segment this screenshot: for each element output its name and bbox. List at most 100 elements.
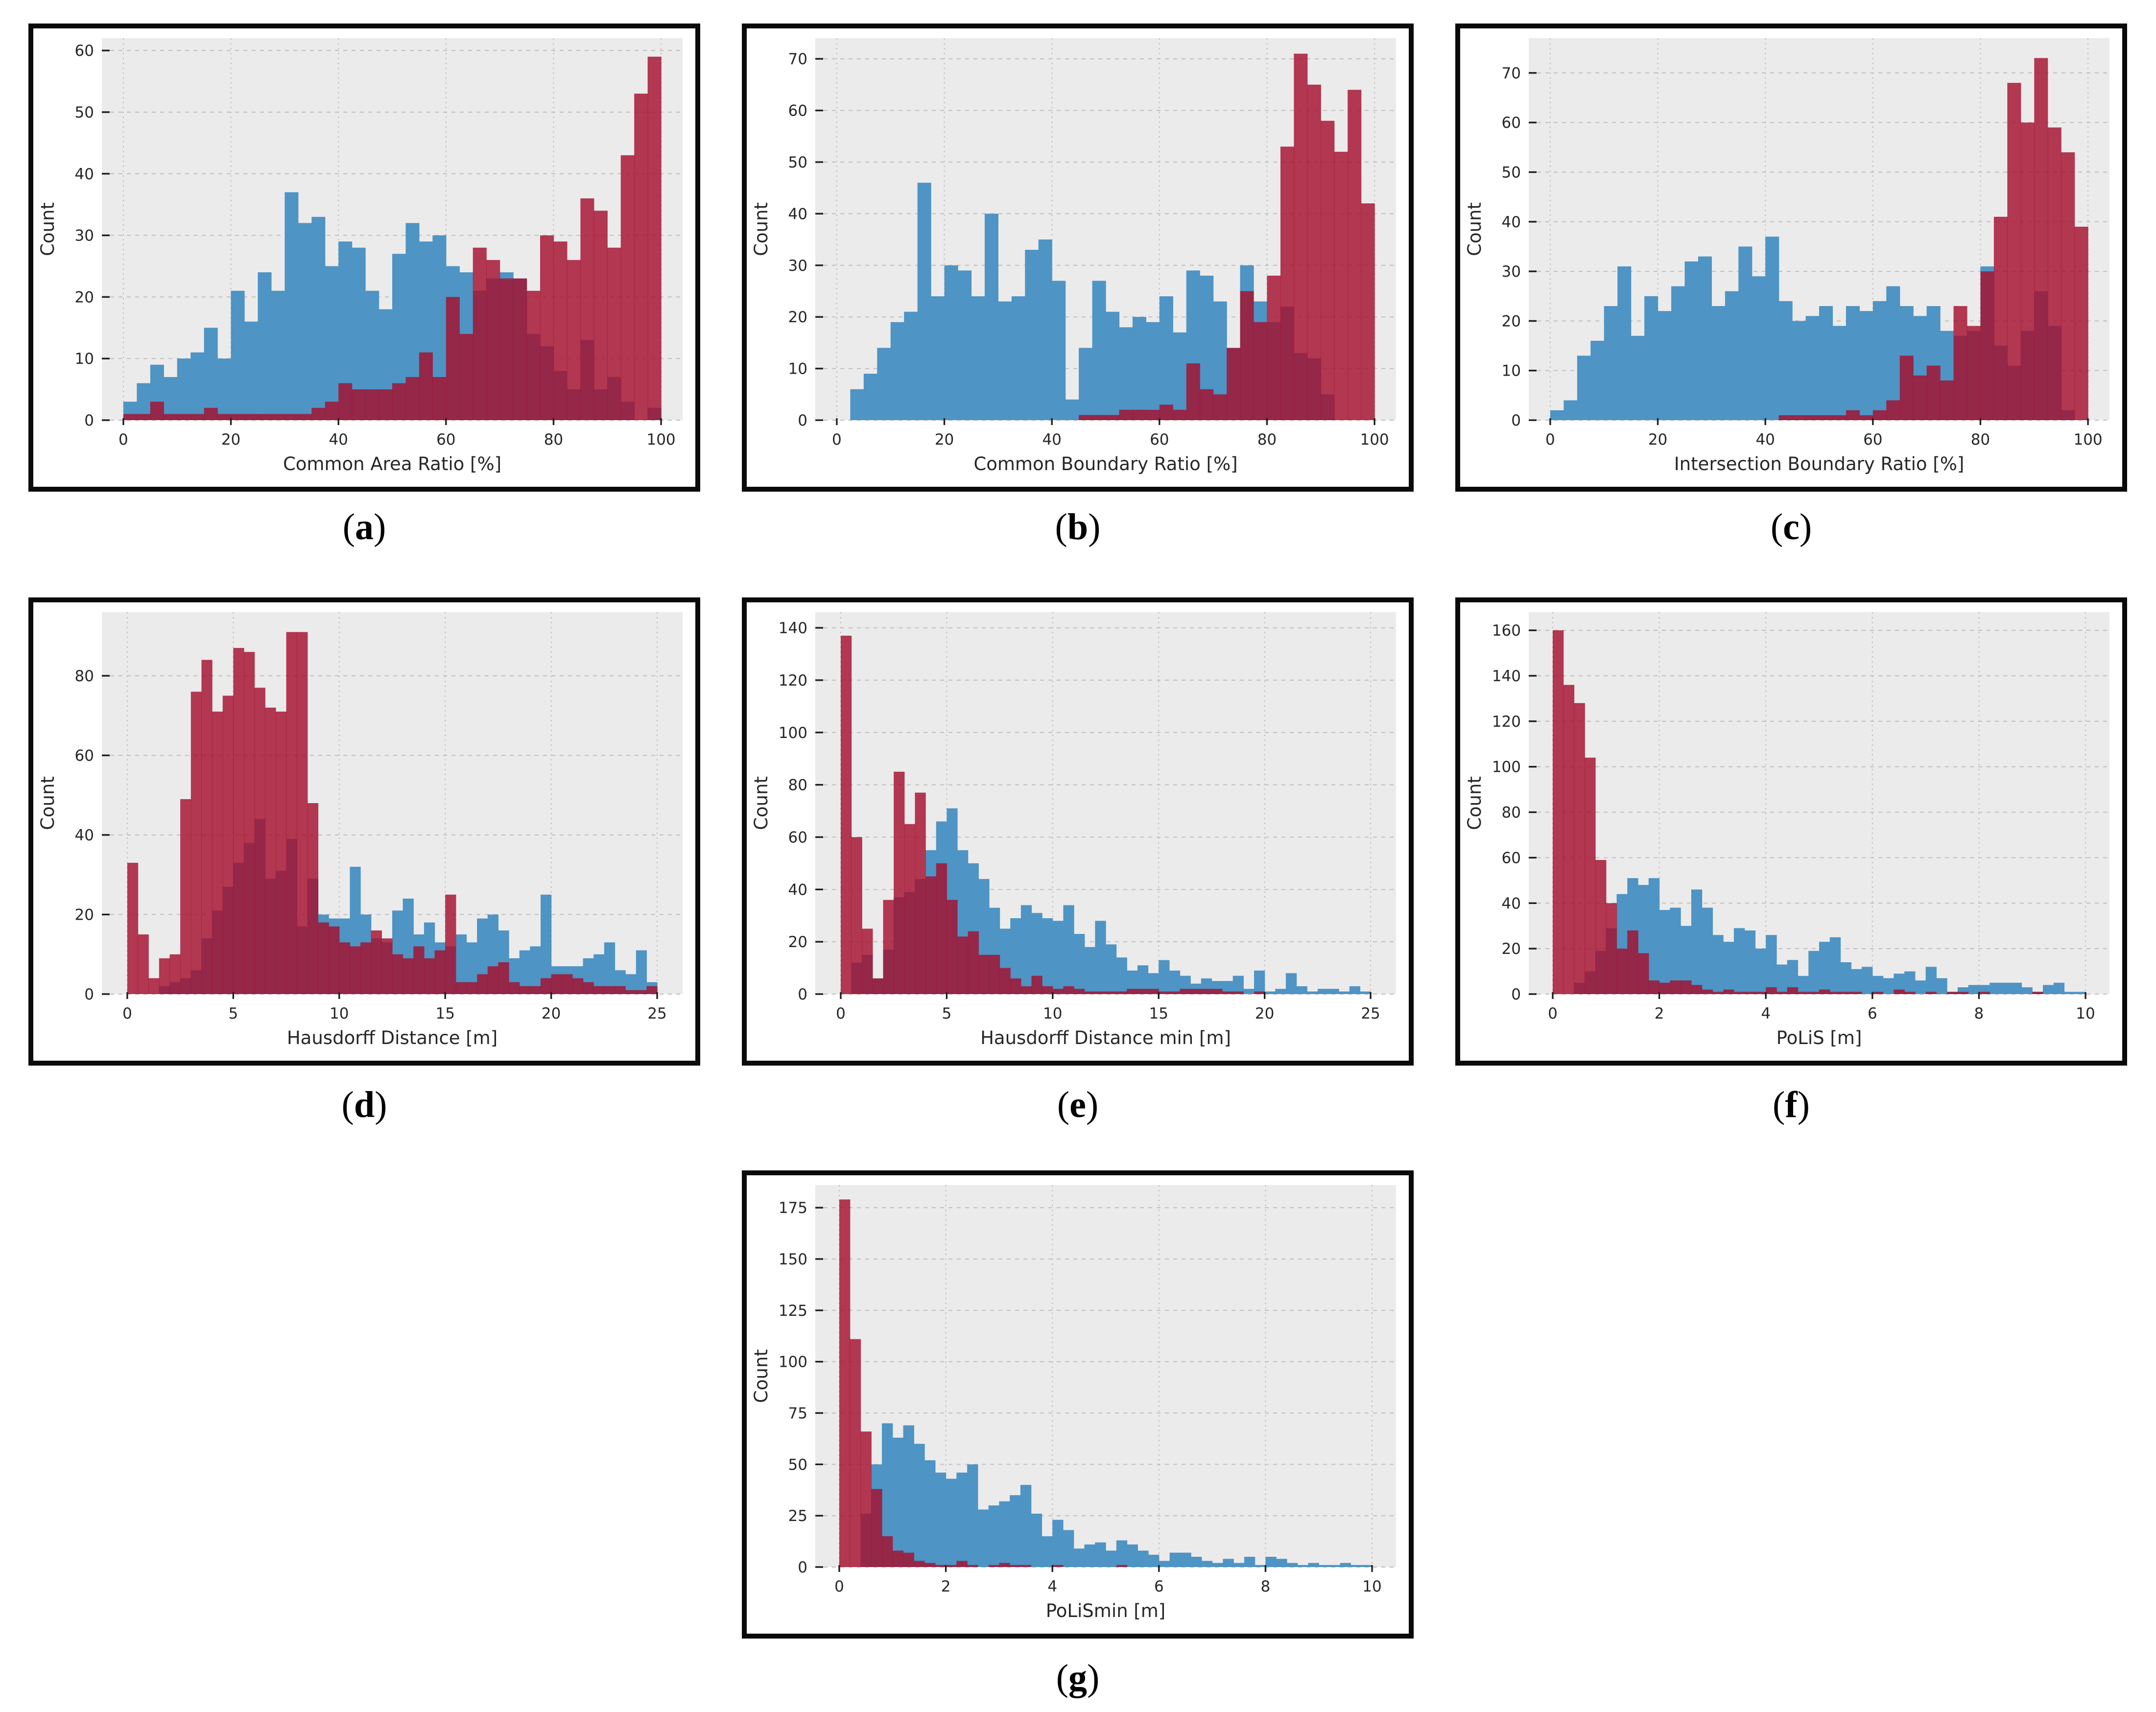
hist-bar-red (352, 389, 366, 420)
y-tick-label: 140 (1492, 667, 1521, 685)
hist-bar-blue (1092, 281, 1106, 420)
hist-bar-blue (1808, 951, 1820, 994)
hist-bar-red (477, 974, 488, 994)
x-tick-label: 0 (832, 431, 842, 449)
hist-bar-blue (530, 946, 541, 994)
hist-bar-blue (204, 328, 218, 420)
hist-bar-red (1953, 306, 1967, 420)
hist-bar-blue (1095, 921, 1106, 994)
hist-bar-red (924, 1563, 936, 1567)
hist-bar-red (1595, 860, 1607, 994)
hist-bar-red (212, 712, 223, 994)
y-tick-label: 80 (788, 777, 807, 794)
hist-bar-red (298, 414, 312, 420)
hist-bar-red (914, 1561, 925, 1567)
hist-bar-red (1723, 989, 1734, 994)
hist-bar-red (1819, 989, 1830, 994)
hist-bar-red (540, 978, 552, 994)
hist-bar-blue (1106, 944, 1117, 994)
hist-bar-red (222, 695, 234, 994)
hist-bar-blue (1308, 1563, 1319, 1567)
hist-bar-blue (1011, 296, 1025, 420)
hist-bar-red (1042, 986, 1053, 994)
hist-bar-blue (1752, 276, 1766, 420)
hist-bar-blue (1106, 311, 1120, 420)
hist-bar-blue (1137, 1550, 1149, 1567)
hist-bar-blue (1883, 978, 1894, 994)
caption-letter: f (1785, 1084, 1798, 1125)
y-tick-label: 10 (1502, 362, 1521, 380)
hist-bar-red (882, 1536, 893, 1567)
hist-bar-red (473, 247, 487, 420)
hist-bar-blue (1265, 1557, 1277, 1567)
hist-bar-red (551, 974, 562, 994)
y-tick-label: 20 (1502, 940, 1521, 958)
hist-bar-red (190, 414, 205, 420)
hist-bar-red (499, 278, 514, 420)
hist-bar-red (1092, 415, 1106, 420)
caption-close-paren: ) (1087, 1657, 1100, 1698)
hist-bar-blue (903, 1425, 914, 1567)
y-tick-label: 40 (1502, 895, 1521, 912)
hist-bar-red (424, 958, 435, 994)
hist-bar-blue (1148, 1554, 1160, 1567)
x-tick-label: 20 (935, 431, 954, 449)
hist-bar-blue (1766, 935, 1777, 994)
hist-bar-blue (1872, 975, 1884, 994)
hist-bar-blue (1744, 930, 1756, 994)
hist-bar-red (1840, 992, 1851, 994)
hist-bar-blue (924, 1460, 936, 1567)
hist-bar-red (1691, 985, 1703, 994)
hist-bar-red (903, 1552, 914, 1567)
y-tick-label: 100 (1492, 759, 1521, 776)
hist-bar-blue (636, 950, 647, 994)
hist-bar-blue (217, 358, 232, 420)
hist-bar-red (1063, 986, 1074, 994)
x-tick-label: 40 (1042, 431, 1061, 449)
x-tick-label: 100 (1360, 431, 1389, 449)
hist-bar-red (540, 235, 554, 420)
hist-bar-red (1851, 992, 1862, 994)
hist-bar-red (258, 414, 272, 420)
hist-bar-blue (1819, 942, 1830, 994)
hist-bar-blue (1119, 327, 1133, 420)
hist-bar-blue (1010, 1495, 1021, 1567)
y-tick-label: 60 (1502, 114, 1521, 132)
hist-bar-red (275, 712, 287, 994)
hist-bar-red (860, 1431, 872, 1567)
hist-bar-blue (1894, 974, 1905, 994)
hist-bar-red (1106, 415, 1120, 420)
hist-bar-red (634, 94, 648, 420)
panel-c: 0 10 20 30 40 50 60 70 0 20 40 60 80 100 Intersection … (1455, 24, 2127, 492)
hist-bar-blue (1191, 1557, 1202, 1567)
y-tick-label: 10 (75, 350, 94, 368)
hist-bar-red (580, 198, 594, 420)
hist-bar-blue (1329, 1565, 1341, 1567)
hist-bar-blue (325, 266, 339, 420)
y-axis-label: Count (751, 1349, 772, 1403)
hist-bar-red (379, 389, 393, 420)
hist-bar-blue (931, 296, 945, 420)
hist-bar-blue (946, 1478, 957, 1567)
hist-bar-blue (998, 301, 1012, 420)
hist-bar-red (486, 260, 500, 420)
hist-bar-blue (1339, 991, 1350, 994)
hist-bar-blue (1031, 913, 1042, 994)
hist-bar-red (1904, 992, 1916, 994)
hist-bar-red (1010, 978, 1021, 994)
y-tick-label: 20 (75, 288, 94, 306)
hist-bar-red (392, 954, 403, 994)
y-tick-label: 30 (788, 257, 807, 275)
hist-bar-red (1232, 991, 1244, 994)
x-tick-label: 20 (1648, 431, 1667, 449)
hist-bar-red (1119, 409, 1133, 420)
hist-bar-red (338, 383, 353, 420)
panel-d: 0 20 40 60 80 0 5 10 15 20 25 Hausdorff Distance [m… (28, 597, 700, 1066)
hist-bar-red (1186, 363, 1200, 420)
hist-bar-red (1361, 203, 1375, 420)
y-axis-label: Count (1464, 202, 1485, 256)
hist-bar-red (1294, 53, 1308, 420)
y-tick-label: 20 (788, 933, 807, 951)
x-tick-label: 0 (1545, 431, 1555, 449)
hist-bar-red (307, 803, 319, 994)
